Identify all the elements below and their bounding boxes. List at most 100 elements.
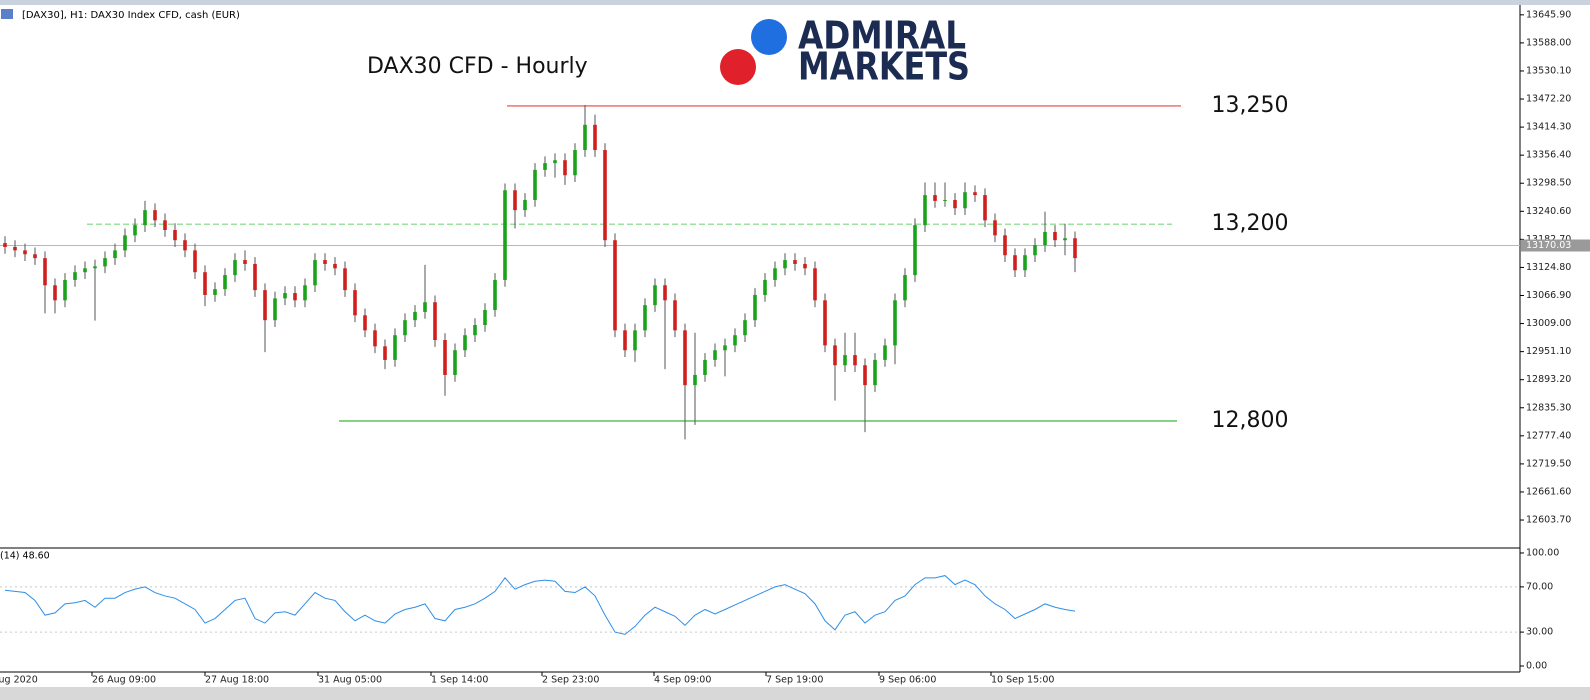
- y-tick-label: 70.00: [1526, 581, 1553, 592]
- candle-body: [733, 335, 737, 346]
- x-tick-label: 27 Aug 18:00: [205, 675, 269, 686]
- logo-text: MARKETS: [798, 45, 970, 89]
- candle-body: [53, 285, 57, 301]
- candle-body: [1073, 238, 1077, 259]
- candle-body: [393, 335, 397, 360]
- candle-body: [1013, 255, 1017, 271]
- candle-body: [443, 340, 447, 375]
- candle-body: [1053, 231, 1057, 241]
- y-tick-label: 13645.90: [1526, 9, 1571, 20]
- candle-body: [1003, 235, 1007, 256]
- x-tick-label: 4 Sep 09:00: [654, 675, 711, 686]
- candle-body: [303, 285, 307, 301]
- candle-body: [613, 240, 617, 331]
- candle-body: [683, 330, 687, 386]
- candle-body: [813, 268, 817, 301]
- candle-body: [943, 199, 947, 201]
- level-label: 12,800: [1212, 408, 1289, 433]
- y-tick-label: 100.00: [1526, 547, 1559, 558]
- candle-body: [113, 250, 117, 259]
- candle-body: [513, 190, 517, 211]
- candle-body: [673, 300, 677, 331]
- candle-body: [973, 192, 977, 196]
- y-tick-label: 12893.20: [1526, 374, 1571, 385]
- y-tick-label: 0.00: [1526, 661, 1547, 672]
- y-tick-label: 12719.50: [1526, 458, 1571, 469]
- y-tick-label: 30.00: [1526, 627, 1553, 638]
- candle-body: [773, 268, 777, 280]
- candle-body: [553, 160, 557, 164]
- candle-body: [93, 266, 97, 269]
- y-tick-label: 13009.00: [1526, 318, 1571, 329]
- candle-body: [523, 199, 527, 211]
- candle-body: [503, 190, 507, 280]
- candle-body: [483, 309, 487, 326]
- candle-body: [383, 346, 387, 360]
- x-tick-label: 9 Sep 06:00: [879, 675, 936, 686]
- candle-body: [803, 263, 807, 269]
- candle-body: [263, 290, 267, 321]
- candle-body: [193, 250, 197, 273]
- candle-body: [3, 243, 7, 247]
- candle-body: [353, 290, 357, 316]
- candle-body: [843, 355, 847, 366]
- top-bar: [0, 0, 1590, 5]
- bottom-bar: [0, 687, 1590, 700]
- candle-body: [413, 311, 417, 321]
- y-tick-label: 13588.00: [1526, 37, 1571, 48]
- candle-body: [183, 240, 187, 251]
- candle-body: [373, 330, 377, 347]
- candle-body: [1043, 231, 1047, 246]
- candle-body: [1033, 245, 1037, 256]
- candle-body: [643, 305, 647, 331]
- candle-body: [73, 272, 77, 280]
- candle-body: [923, 195, 927, 226]
- candle-body: [983, 195, 987, 221]
- candle-body: [123, 235, 127, 251]
- candle-body: [323, 260, 327, 264]
- candle-body: [433, 302, 437, 341]
- candle-body: [963, 192, 967, 209]
- y-tick-label: 13298.50: [1526, 178, 1571, 189]
- candle-body: [213, 289, 217, 295]
- candle-body: [693, 374, 697, 386]
- candle-body: [253, 263, 257, 291]
- y-tick-label: 13472.20: [1526, 94, 1571, 105]
- candle-body: [703, 359, 707, 375]
- x-tick-label: Aug 2020: [0, 675, 38, 686]
- candle-body: [203, 272, 207, 295]
- candle-body: [793, 260, 797, 264]
- candle-body: [293, 293, 297, 301]
- candle-body: [153, 210, 157, 221]
- candle-body: [583, 124, 587, 151]
- x-tick-label: 10 Sep 15:00: [991, 675, 1054, 686]
- y-tick-label: 12777.40: [1526, 430, 1571, 441]
- y-tick-label: 12835.30: [1526, 402, 1571, 413]
- x-tick-label: 7 Sep 19:00: [766, 675, 823, 686]
- candle-body: [223, 275, 227, 290]
- candle-body: [63, 279, 67, 301]
- y-tick-label: 13124.80: [1526, 262, 1571, 273]
- candle-body: [623, 330, 627, 351]
- candle-body: [603, 150, 607, 241]
- candle-body: [743, 320, 747, 336]
- rsi-header: (14) 48.60: [0, 551, 50, 562]
- candle-body: [863, 365, 867, 386]
- y-tick-label: 12603.70: [1526, 515, 1571, 526]
- candle-body: [83, 268, 87, 273]
- rsi-line: [4, 575, 1076, 635]
- candle-body: [783, 260, 787, 269]
- current-price-box: [1521, 239, 1590, 252]
- candle-body: [313, 260, 317, 286]
- level-label: 13,250: [1212, 93, 1289, 118]
- candle-body: [283, 293, 287, 299]
- candle-body: [273, 298, 277, 321]
- candle-body: [953, 199, 957, 209]
- y-tick-label: 13066.90: [1526, 290, 1571, 301]
- candle-body: [903, 275, 907, 301]
- candle-body: [893, 300, 897, 346]
- candle-body: [593, 124, 597, 151]
- chart-icon: [1, 9, 13, 19]
- candle-body: [143, 210, 147, 226]
